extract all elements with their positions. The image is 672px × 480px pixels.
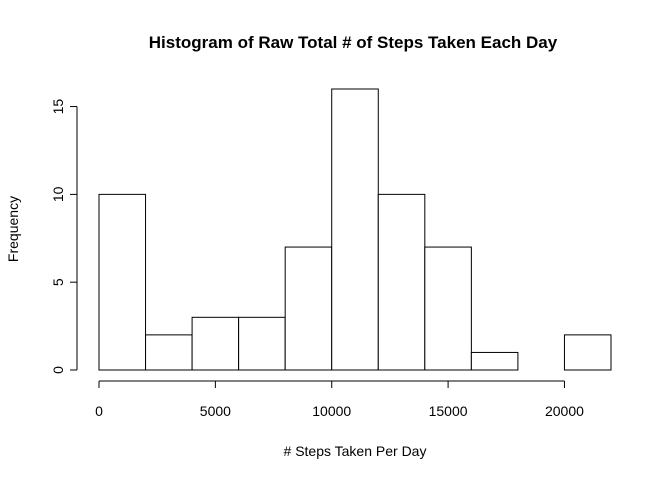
y-axis-label: Frequency xyxy=(5,196,21,262)
histogram-bar xyxy=(238,316,286,371)
histogram-bar xyxy=(284,246,333,371)
y-tick-label: 0 xyxy=(50,366,66,374)
histogram-bar xyxy=(563,334,612,371)
chart-title: Histogram of Raw Total # of Steps Taken … xyxy=(149,33,558,52)
histogram-bar xyxy=(331,88,379,371)
histogram-bar xyxy=(377,193,426,371)
x-axis: 0 5000 10000 15000 20000 xyxy=(95,380,584,419)
x-tick-label: 15000 xyxy=(429,403,468,419)
y-tick-label: 5 xyxy=(50,278,66,286)
x-tick-label: 5000 xyxy=(200,403,231,419)
histogram-bar xyxy=(470,351,519,371)
y-tick-label: 15 xyxy=(50,99,66,115)
histogram-bar xyxy=(98,193,147,371)
bars-layer xyxy=(98,88,612,371)
x-tick-label: 0 xyxy=(95,403,103,419)
y-tick-label: 10 xyxy=(50,186,66,202)
histogram-bar xyxy=(145,334,193,371)
histogram-bar xyxy=(424,246,472,371)
x-tick-label: 20000 xyxy=(545,403,584,419)
x-axis-label: # Steps Taken Per Day xyxy=(284,443,427,459)
y-axis: 0 5 10 15 xyxy=(50,99,78,374)
histogram-bar xyxy=(191,316,240,371)
x-tick-label: 10000 xyxy=(312,403,351,419)
